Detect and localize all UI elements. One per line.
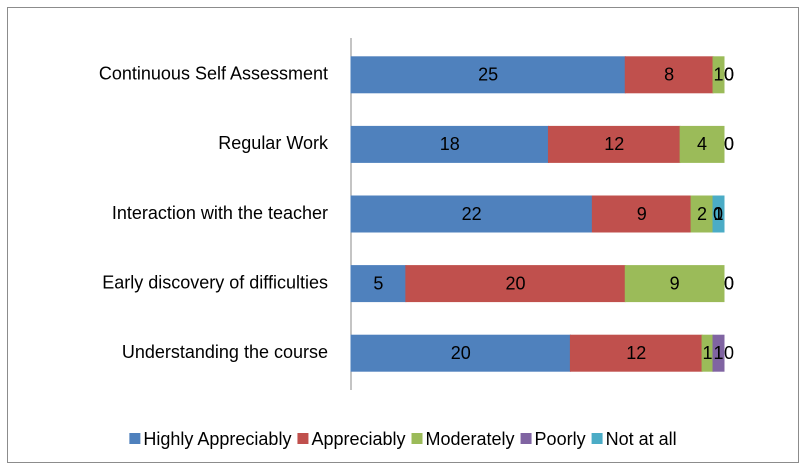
data-label: 22 xyxy=(462,204,482,224)
legend-label: Not at all xyxy=(606,429,677,449)
data-label: 18 xyxy=(440,134,460,154)
data-label: 0 xyxy=(724,343,734,363)
data-label: 0 xyxy=(724,65,734,85)
data-label: 12 xyxy=(626,343,646,363)
data-label: 1 xyxy=(714,65,724,85)
data-label: 5 xyxy=(373,273,383,293)
category-label: Early discovery of difficulties xyxy=(102,272,328,292)
bar-segment xyxy=(679,125,725,163)
bar-segment xyxy=(350,56,626,94)
bar-segment xyxy=(712,56,725,94)
legend-label: Poorly xyxy=(535,429,586,449)
data-label: 0 xyxy=(713,204,723,224)
legend-swatch xyxy=(411,433,423,444)
legend-swatch xyxy=(520,433,532,444)
data-label: 1 xyxy=(703,343,713,363)
data-label: 0 xyxy=(724,273,734,293)
data-label: 0 xyxy=(724,134,734,154)
data-label: 1 xyxy=(714,204,724,224)
bar-segment xyxy=(350,334,571,372)
category-label: Understanding the course xyxy=(122,342,328,362)
legend-swatch xyxy=(129,433,141,444)
bar-segment xyxy=(350,195,593,233)
legend-label: Highly Appreciably xyxy=(143,429,291,449)
data-label: 0 xyxy=(724,65,734,85)
category-label: Regular Work xyxy=(218,133,329,153)
bar-segment xyxy=(350,265,407,303)
bar-segment xyxy=(547,125,681,163)
bar-segment xyxy=(624,265,725,303)
data-label: 1 xyxy=(714,343,724,363)
data-label: 9 xyxy=(670,273,680,293)
bar-segment xyxy=(405,265,626,303)
legend-swatch xyxy=(591,433,603,444)
bar-segment xyxy=(350,125,549,163)
data-label: 8 xyxy=(664,65,674,85)
legend-label: Moderately xyxy=(426,429,515,449)
bar-segment xyxy=(712,334,725,372)
bar-segment xyxy=(624,56,714,94)
category-label: Continuous Self Assessment xyxy=(99,64,328,84)
bar-segment xyxy=(591,195,692,233)
data-label: 20 xyxy=(451,343,471,363)
legend-label: Appreciably xyxy=(311,429,405,449)
data-label: 12 xyxy=(604,134,624,154)
data-label: 9 xyxy=(637,204,647,224)
data-label: 20 xyxy=(506,273,526,293)
data-label: 2 xyxy=(697,204,707,224)
legend-swatch xyxy=(297,433,309,444)
category-label: Interaction with the teacher xyxy=(112,203,328,223)
data-label: 4 xyxy=(697,134,707,154)
data-label: 0 xyxy=(724,273,734,293)
data-label: 0 xyxy=(724,134,734,154)
bar-segment xyxy=(712,195,725,233)
data-label: 25 xyxy=(478,65,498,85)
